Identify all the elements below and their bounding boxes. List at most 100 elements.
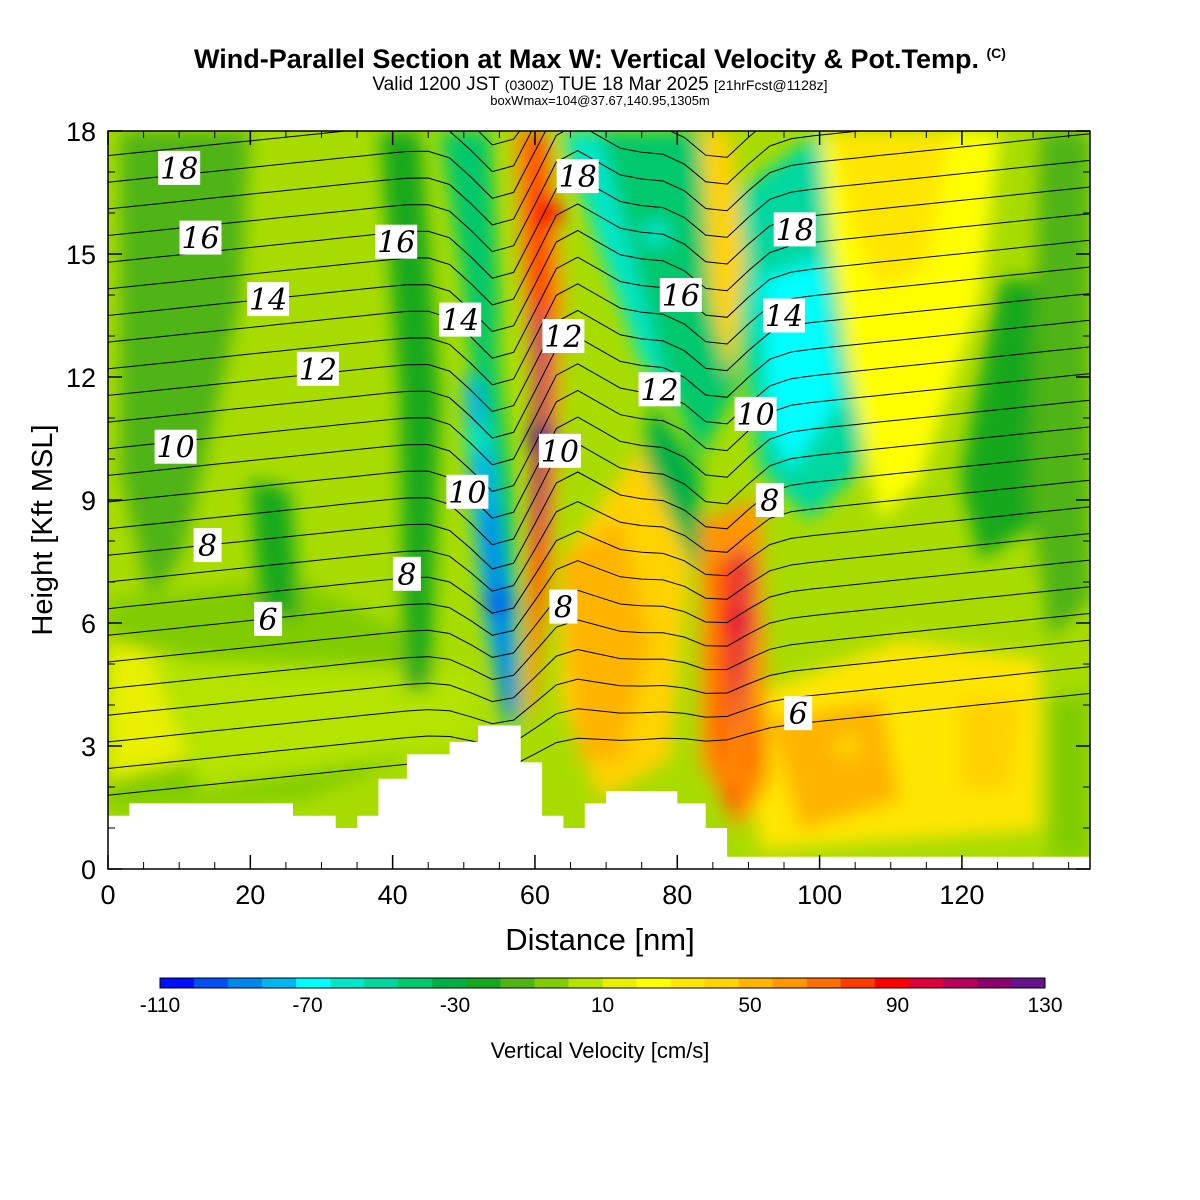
contour-label-box (734, 396, 777, 431)
colorbar-swatch (568, 978, 603, 988)
contour-label-box (659, 278, 702, 312)
y-tick-label: 12 (66, 363, 96, 393)
colorbar: -110 -70 -30 10 50 90 130 (140, 977, 1063, 1017)
contour-label-box (763, 298, 805, 333)
colorbar-swatch (1010, 978, 1046, 988)
colorbar-tick-label: -110 (140, 994, 180, 1017)
colorbar-swatch (432, 978, 467, 988)
velocity-band-19 (1050, 690, 1090, 860)
velocity-sample-1 (464, 424, 493, 453)
colorbar-swatch (262, 978, 297, 988)
y-tick-label: 9 (81, 486, 96, 516)
contour-label-text: 14 (441, 304, 479, 339)
y-tick-label: 6 (81, 609, 96, 639)
contour-label-box (247, 282, 290, 317)
x-tick-label: 100 (797, 880, 842, 910)
velocity-sample-10 (257, 547, 286, 576)
velocity-band-3 (150, 660, 480, 790)
contour-label-box (538, 433, 581, 468)
contour-label-box (446, 474, 489, 509)
velocity-band-5 (380, 131, 440, 690)
chart-subtitle: Valid 1200 JST (0300Z) TUE 18 Mar 2025 [… (0, 74, 1200, 96)
velocity-sample-0 (485, 588, 514, 617)
colorbar-tick-label: 10 (591, 994, 614, 1017)
theta-contour-7 (108, 506, 1090, 614)
contour-label-10: 8 (392, 556, 421, 593)
velocity-sample-11 (990, 445, 1019, 473)
colorbar-tick-label: -70 (292, 994, 322, 1017)
contour-label-17: 18 (773, 212, 816, 248)
velocity-band-15 (1030, 131, 1090, 640)
theta-contour-2 (108, 639, 1090, 743)
theta-contour-9 (108, 453, 1090, 570)
y-axis-title-wrap: Height [Kft MSL] (27, 424, 59, 635)
contour-label-box (784, 696, 813, 731)
colorbar-swatch (228, 978, 263, 988)
theta-contour-21 (108, 133, 1090, 253)
colorbar-swatch (670, 978, 706, 988)
contour-label-text: 18 (559, 160, 597, 195)
contour-label-box (179, 220, 222, 255)
info-line: boxWmax=104@37.67,140.95,1305m (490, 93, 710, 108)
velocity-sample-9 (876, 281, 905, 309)
colorbar-title: Vertical Velocity [cm/s] (490, 1038, 710, 1063)
contour-label-5: 8 (193, 528, 222, 564)
contour-label-21: 6 (784, 696, 813, 732)
subtitle-valid: Valid 1200 JST (372, 74, 500, 95)
theta-contour-23 (108, 131, 757, 199)
velocity-core-7 (730, 541, 752, 746)
theta-contour-10 (108, 426, 1090, 546)
contour-label-16: 12 (638, 372, 681, 408)
colorbar-swatch (772, 978, 808, 988)
colorbar-tick-label: 90 (886, 994, 909, 1017)
colorbar-swatch (364, 978, 399, 988)
theta-contour-20 (108, 159, 1090, 279)
contour-label-text: 18 (160, 152, 198, 187)
contour-label-text: 16 (377, 226, 415, 261)
colorbar-swatch (738, 978, 774, 988)
contour-label-text: 10 (157, 431, 195, 466)
theta-contour-15 (108, 293, 1090, 413)
contour-label-0: 18 (158, 150, 201, 187)
y-tick-label: 3 (81, 732, 96, 762)
theta-contour-8 (108, 479, 1090, 592)
velocity-sample-5 (535, 199, 564, 227)
velocity-band-21 (560, 520, 650, 760)
theta-contour-11 (108, 399, 1090, 519)
contour-label-9: 10 (446, 474, 489, 511)
title-copyright: (C) (986, 45, 1006, 61)
contour-label-box (755, 483, 784, 517)
contour-label-box (773, 212, 816, 247)
theta-contour-0 (108, 692, 1090, 796)
contour-label-1: 16 (179, 220, 222, 257)
contour-label-text: 6 (259, 603, 278, 638)
y-axis-title: Height [Kft MSL] (27, 424, 59, 635)
contour-label-box (549, 589, 578, 624)
contour-label-7: 16 (375, 224, 418, 261)
velocity-sample-7 (577, 650, 606, 678)
colorbar-tick-label: 130 (1027, 994, 1062, 1017)
contour-label-box (193, 528, 222, 563)
contour-label-8: 14 (439, 302, 482, 339)
colorbar-swatch (500, 978, 535, 988)
contour-label-box (392, 556, 421, 591)
colorbar-swatch (160, 978, 195, 988)
velocity-sample-6 (727, 609, 756, 637)
colorbar-swatch (976, 978, 1012, 988)
theta-contour-12 (108, 373, 1090, 492)
contour-label-13: 10 (538, 433, 581, 470)
colorbar-swatch (466, 978, 501, 988)
vertical-velocity-field: 18 16 14 12 10 8 6 16 14 10 8 18 12 10 8 16 12 18 14 10 8 6 (108, 131, 1090, 869)
contour-label-text: 16 (181, 222, 219, 257)
colorbar-swatch (602, 978, 638, 988)
contour-label-6: 6 (254, 601, 283, 638)
y-tick-label: 0 (81, 855, 96, 885)
colorbar-tick-label: -30 (440, 994, 470, 1017)
theta-contour-3 (108, 612, 1090, 716)
subtitle-forecast: [21hrFcst@1128z] (714, 77, 828, 93)
velocity-sample-8 (834, 732, 863, 760)
x-tick-label: 20 (235, 880, 265, 910)
contour-label-text: 8 (760, 484, 779, 519)
colorbar-swatch (636, 978, 672, 988)
colorbar-swatch (194, 978, 229, 988)
